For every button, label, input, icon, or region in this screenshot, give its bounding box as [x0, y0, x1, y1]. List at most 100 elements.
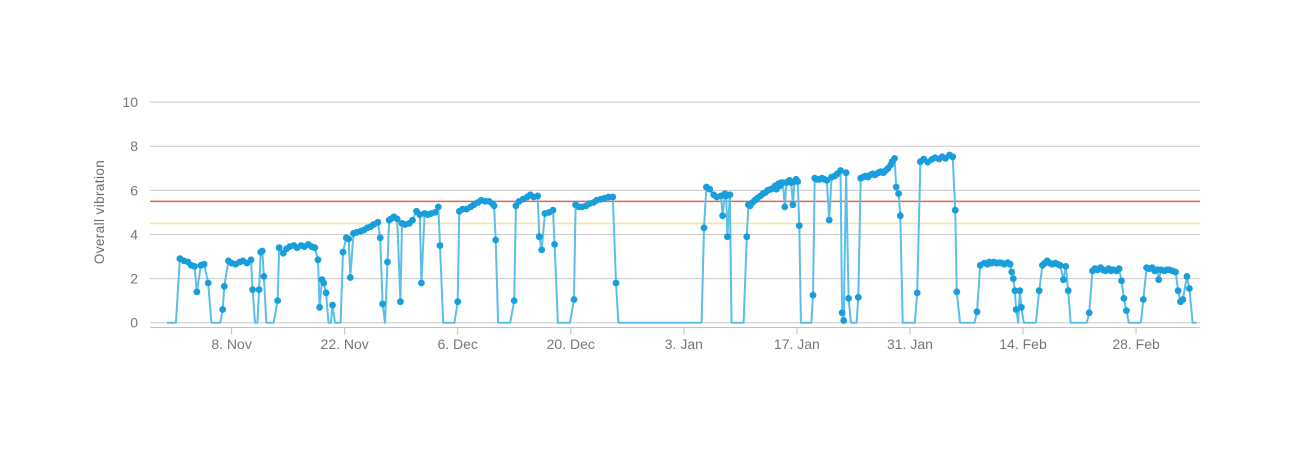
x-tick-label: 31. Jan: [887, 336, 933, 352]
data-point[interactable]: [1064, 287, 1072, 295]
data-point[interactable]: [204, 279, 212, 287]
data-point[interactable]: [434, 203, 442, 211]
data-point[interactable]: [1118, 277, 1125, 285]
data-point[interactable]: [795, 222, 803, 230]
data-point[interactable]: [1062, 263, 1070, 270]
data-point[interactable]: [490, 202, 498, 210]
data-point[interactable]: [329, 301, 336, 309]
data-point[interactable]: [345, 235, 353, 243]
data-point[interactable]: [346, 274, 354, 281]
data-point[interactable]: [220, 282, 228, 290]
data-point[interactable]: [1179, 296, 1187, 303]
data-point[interactable]: [842, 169, 850, 177]
data-point[interactable]: [551, 241, 558, 248]
data-point[interactable]: [949, 153, 957, 161]
data-point[interactable]: [809, 291, 817, 299]
data-point[interactable]: [891, 155, 898, 162]
data-point[interactable]: [454, 298, 462, 306]
data-point[interactable]: [1085, 309, 1093, 317]
data-point[interactable]: [724, 233, 731, 241]
data-point[interactable]: [895, 190, 902, 198]
data-point[interactable]: [1012, 306, 1020, 313]
data-point[interactable]: [431, 209, 439, 216]
data-point[interactable]: [249, 286, 256, 293]
data-point[interactable]: [892, 183, 900, 191]
data-point[interactable]: [845, 295, 852, 302]
data-point[interactable]: [1009, 275, 1017, 282]
data-point[interactable]: [316, 303, 323, 311]
data-point[interactable]: [570, 296, 578, 303]
data-point[interactable]: [1056, 261, 1064, 269]
data-point[interactable]: [258, 247, 266, 255]
data-point[interactable]: [393, 215, 401, 223]
data-point[interactable]: [535, 233, 543, 241]
data-point[interactable]: [1006, 260, 1014, 268]
data-point[interactable]: [913, 289, 921, 297]
data-point[interactable]: [1035, 287, 1043, 295]
data-point[interactable]: [854, 293, 862, 301]
data-point[interactable]: [379, 300, 386, 308]
data-point[interactable]: [538, 246, 546, 254]
data-point[interactable]: [384, 258, 391, 266]
data-point[interactable]: [1123, 307, 1130, 314]
data-point[interactable]: [492, 236, 500, 244]
data-point[interactable]: [1120, 295, 1128, 302]
data-point[interactable]: [339, 248, 347, 256]
data-point[interactable]: [896, 212, 904, 220]
data-point[interactable]: [436, 242, 444, 249]
data-point[interactable]: [409, 216, 416, 224]
data-point[interactable]: [1115, 265, 1123, 273]
data-point[interactable]: [274, 297, 281, 304]
data-point[interactable]: [1008, 268, 1016, 276]
data-point[interactable]: [1011, 287, 1019, 295]
data-point[interactable]: [322, 289, 330, 297]
data-point[interactable]: [609, 193, 617, 201]
data-point[interactable]: [825, 216, 833, 224]
threshold-layer: [150, 200, 1200, 225]
data-point[interactable]: [314, 256, 322, 264]
data-point[interactable]: [219, 306, 227, 313]
data-point[interactable]: [320, 279, 328, 287]
data-point[interactable]: [719, 212, 726, 220]
data-point[interactable]: [789, 201, 797, 209]
data-point[interactable]: [706, 185, 714, 193]
data-point[interactable]: [794, 178, 802, 185]
data-point[interactable]: [838, 309, 846, 317]
data-point[interactable]: [510, 297, 518, 304]
data-point[interactable]: [1174, 287, 1182, 295]
data-point[interactable]: [255, 286, 263, 293]
data-point[interactable]: [193, 288, 201, 296]
data-point[interactable]: [823, 177, 831, 184]
data-point[interactable]: [200, 260, 208, 268]
data-point[interactable]: [247, 256, 255, 264]
data-point[interactable]: [374, 218, 382, 226]
data-point[interactable]: [1172, 268, 1179, 276]
data-point[interactable]: [260, 273, 268, 280]
data-point[interactable]: [534, 192, 542, 200]
data-point[interactable]: [726, 191, 734, 199]
data-point[interactable]: [951, 206, 959, 214]
data-point[interactable]: [275, 244, 283, 252]
data-point[interactable]: [837, 167, 844, 174]
data-point[interactable]: [1186, 285, 1193, 292]
data-point[interactable]: [418, 279, 425, 287]
data-point[interactable]: [612, 279, 620, 287]
data-point[interactable]: [549, 206, 557, 214]
y-tick-label: 10: [122, 94, 138, 110]
data-point[interactable]: [953, 288, 961, 296]
data-point[interactable]: [840, 317, 848, 324]
data-point[interactable]: [311, 244, 319, 252]
data-point[interactable]: [743, 233, 751, 241]
data-point[interactable]: [1016, 287, 1024, 295]
data-point[interactable]: [397, 298, 404, 306]
data-point[interactable]: [781, 203, 789, 211]
data-point[interactable]: [191, 263, 198, 270]
data-point[interactable]: [1018, 303, 1025, 311]
data-point[interactable]: [1139, 296, 1147, 303]
data-point[interactable]: [1060, 276, 1067, 284]
data-point[interactable]: [376, 234, 384, 242]
data-point[interactable]: [1183, 273, 1191, 280]
data-point[interactable]: [973, 308, 981, 316]
data-point[interactable]: [700, 224, 708, 232]
data-point[interactable]: [1155, 276, 1163, 284]
